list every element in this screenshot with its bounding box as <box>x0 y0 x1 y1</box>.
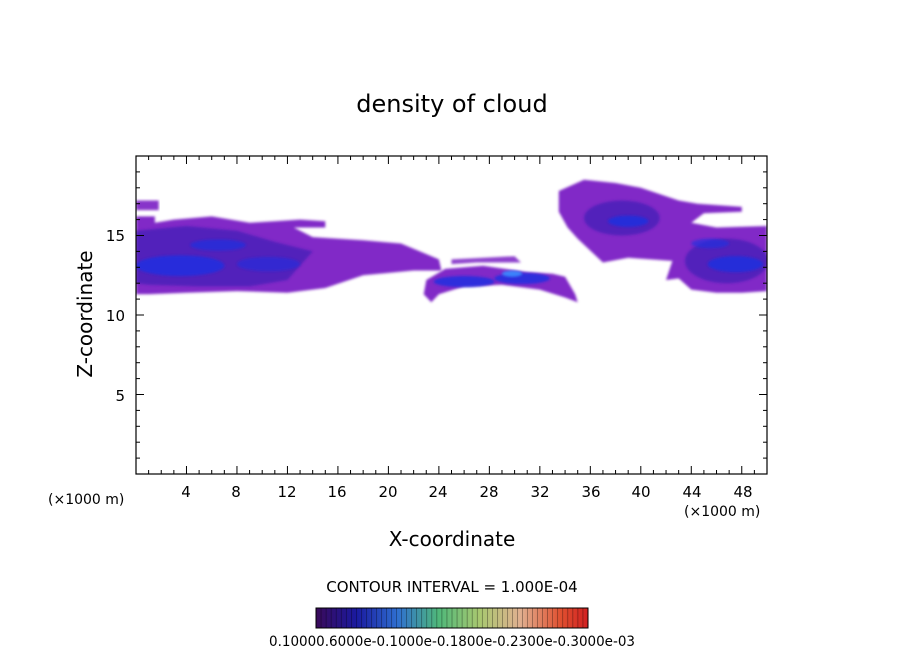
y-tick-label: 15 <box>106 227 125 245</box>
axis-ticks <box>136 156 767 474</box>
cloud-field <box>136 179 767 303</box>
x-tick-label: 8 <box>231 483 241 501</box>
x-unit-right: (×1000 m) <box>684 504 760 520</box>
cloud-peak-right <box>707 256 764 273</box>
colorbar <box>315 607 589 629</box>
y-axis-label: Z-coordinate <box>73 250 97 377</box>
x-tick-label: 20 <box>378 483 397 501</box>
cloud-fragment <box>136 200 159 211</box>
x-unit-left: (×1000 m) <box>48 492 124 508</box>
cloud-peak-left <box>136 255 225 277</box>
x-tick-label: 16 <box>327 483 346 501</box>
x-tick-label: 32 <box>530 483 549 501</box>
cloud-streak-left <box>190 239 246 251</box>
x-tick-label: 24 <box>428 483 447 501</box>
y-tick-labels: 5 10 15 <box>106 227 125 405</box>
cloud-streak-right <box>691 238 730 249</box>
x-tick-label: 36 <box>581 483 600 501</box>
y-tick-label: 10 <box>106 307 125 325</box>
x-tick-label: 44 <box>682 483 701 501</box>
cloud-streak-middle <box>433 276 495 288</box>
x-tick-label: 12 <box>277 483 296 501</box>
y-tick-label: 5 <box>115 387 125 405</box>
cloud-peak-right <box>607 215 649 227</box>
cloud-fragment <box>451 256 521 265</box>
contour-interval-label: CONTOUR INTERVAL = 1.000E-04 <box>326 578 577 596</box>
x-tick-labels: 4 8 12 16 20 24 28 32 36 40 44 48 <box>181 483 752 501</box>
x-tick-label: 40 <box>631 483 650 501</box>
x-tick-label: 4 <box>181 483 191 501</box>
x-axis-label: X-coordinate <box>389 527 516 551</box>
colorbar-labels: 0.10000.6000e-0.1000e-0.1800e-0.2300e-0.… <box>269 634 635 650</box>
cloud-peak-middle <box>501 270 523 277</box>
chart-title: density of cloud <box>356 90 547 118</box>
x-tick-label: 28 <box>479 483 498 501</box>
cloud-streak-left <box>236 256 301 272</box>
x-tick-label: 48 <box>733 483 752 501</box>
